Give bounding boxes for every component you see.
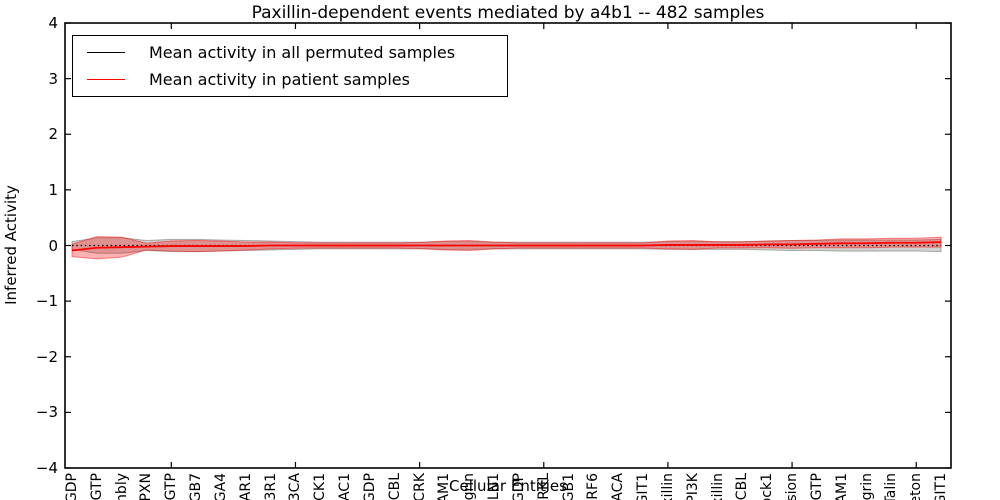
chart-title: Paxillin-dependent events mediated by a4… bbox=[251, 3, 765, 23]
patient-line-sample bbox=[87, 79, 125, 81]
legend-item-patient: Mean activity in patient samples bbox=[73, 67, 507, 93]
permuted-line-sample bbox=[87, 51, 125, 53]
y-tick-label: 4 bbox=[48, 14, 58, 32]
y-tick-label: −3 bbox=[35, 403, 58, 422]
y-tick-label: 0 bbox=[48, 236, 58, 255]
y-tick-label: −2 bbox=[35, 347, 58, 366]
y-tick-label: 1 bbox=[48, 180, 58, 199]
y-tick-label: 3 bbox=[48, 69, 58, 88]
patient-mean-line bbox=[71, 241, 942, 252]
legend: Mean activity in all permuted samples Me… bbox=[72, 35, 508, 97]
y-tick-label: 2 bbox=[48, 125, 58, 144]
y-tick-label: −4 bbox=[35, 459, 58, 477]
y-tick-label: −1 bbox=[35, 292, 58, 311]
patient-violin bbox=[71, 236, 942, 260]
x-axis-label: Cellular Entities bbox=[449, 477, 567, 495]
legend-label-permuted: Mean activity in all permuted samples bbox=[149, 42, 456, 62]
legend-item-permuted: Mean activity in all permuted samples bbox=[73, 39, 507, 65]
legend-label-patient: Mean activity in patient samples bbox=[149, 70, 410, 90]
